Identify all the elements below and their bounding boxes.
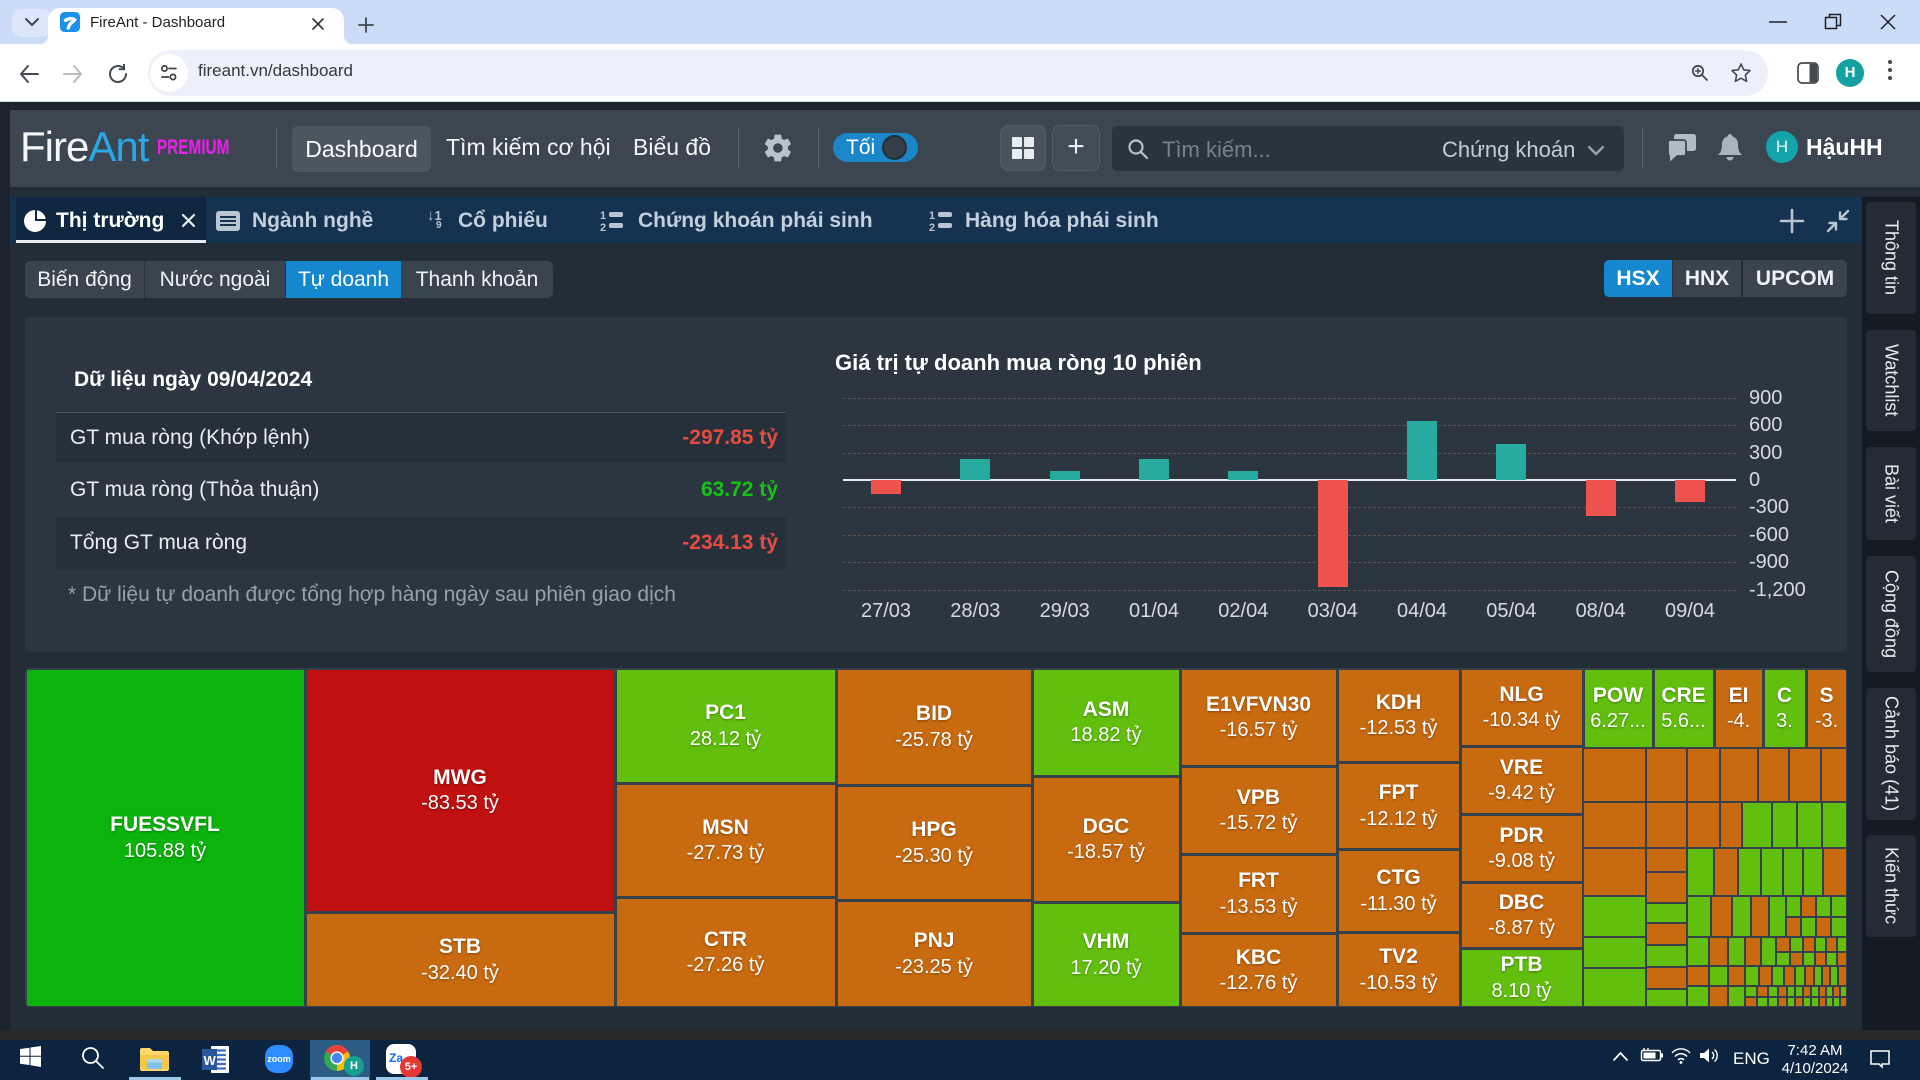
svg-text:2: 2 (929, 222, 935, 232)
svg-text:W: W (204, 1053, 217, 1068)
svg-text:1: 1 (600, 210, 606, 222)
svg-text:1: 1 (929, 210, 935, 222)
svg-text:2: 2 (600, 222, 606, 232)
